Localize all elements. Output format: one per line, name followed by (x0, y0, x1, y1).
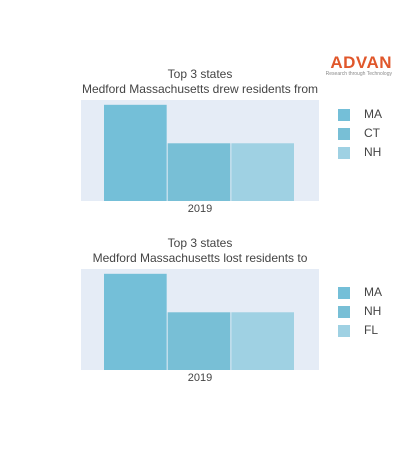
legend-swatch (338, 147, 350, 159)
legend-swatch (338, 287, 350, 299)
chart-subtitle: Medford Massachusetts drew residents fro… (81, 82, 319, 96)
legend-swatch (338, 109, 350, 121)
chart-title: Top 3 states Medford Massachusetts lost … (0, 236, 400, 266)
plot-area (81, 269, 319, 370)
legend-swatch (338, 306, 350, 318)
brand-name: ADVAN (330, 53, 392, 72)
legend-label: NH (364, 145, 382, 159)
brand-tagline: Research through Technology (325, 71, 392, 77)
legend-label: MA (364, 107, 382, 121)
legend-swatch (338, 325, 350, 337)
bar-ct[interactable] (167, 143, 231, 201)
x-tick-label: 2019 (187, 372, 213, 384)
chart-title-line1: Top 3 states (167, 67, 233, 81)
advan-logo: ADVAN Research through Technology (326, 54, 392, 77)
legend-swatch (338, 128, 350, 140)
chart-title: Top 3 states Medford Massachusetts drew … (0, 67, 400, 97)
bar-nh[interactable] (231, 143, 294, 201)
plot-area (81, 100, 319, 201)
bar-nh[interactable] (167, 312, 231, 370)
bar-ma[interactable] (104, 104, 167, 201)
legend-label: FL (364, 323, 379, 337)
x-tick-label: 2019 (187, 203, 213, 215)
chart-title-line1: Top 3 states (167, 236, 233, 250)
chart-subtitle: Medford Massachusetts lost residents to (92, 251, 308, 265)
legend-label: CT (364, 126, 380, 140)
legend-label: MA (364, 285, 382, 299)
bar-ma[interactable] (104, 273, 167, 370)
legend-label: NH (364, 304, 382, 318)
bar-fl[interactable] (231, 312, 294, 370)
bar-chart-svg (104, 273, 294, 370)
bar-chart-svg (104, 104, 294, 201)
